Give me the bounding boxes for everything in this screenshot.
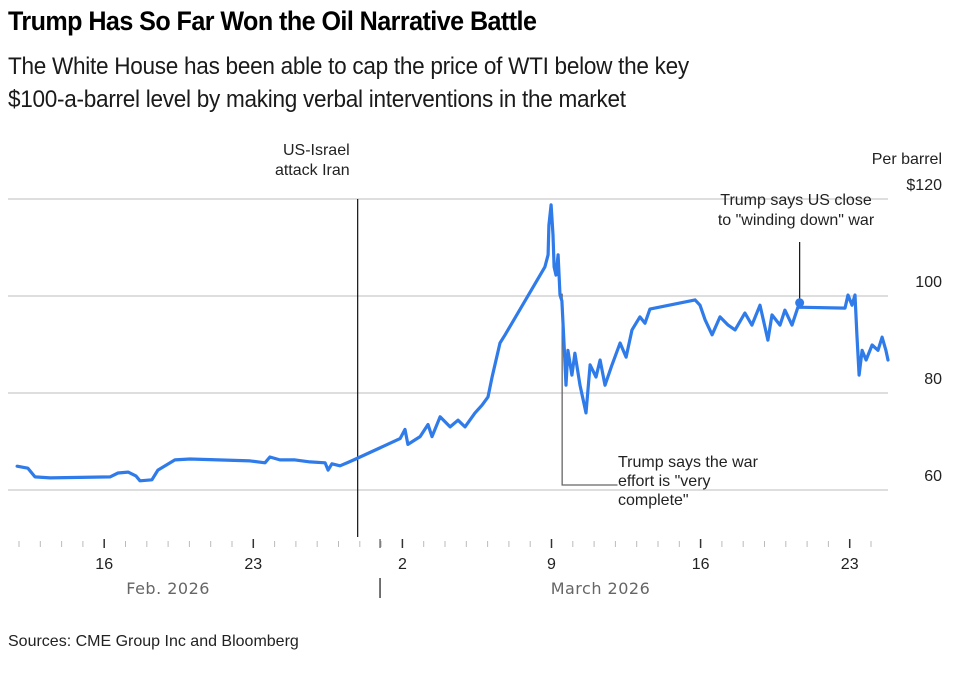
markers	[795, 298, 805, 308]
war-complete-label: effort is "very	[618, 473, 711, 490]
iran-attack-label: attack Iran	[275, 162, 350, 179]
x-tick-label: 2	[398, 556, 407, 573]
war-complete-label: Trump says the war	[618, 454, 759, 471]
iran-attack-label: US-Israel	[283, 142, 350, 159]
gridlines	[8, 198, 888, 491]
x-axis-ticks	[18, 539, 872, 598]
month-label: Feb. 2026	[126, 579, 210, 598]
y-tick-label: 80	[924, 371, 942, 388]
x-tick-label: 16	[95, 556, 113, 573]
source-note: Sources: CME Group Inc and Bloomberg	[8, 633, 299, 650]
x-tick-label: 9	[547, 556, 556, 573]
annotations: US-Israel attack Iran Trump says the war ef…	[275, 142, 875, 537]
winding-down-marker	[795, 298, 805, 308]
x-axis-labels: 16 23 2 9 16 23	[95, 556, 858, 573]
wti-price-line	[15, 203, 890, 483]
month-labels: Feb. 2026 March 2026	[126, 579, 650, 598]
winding-down-label: to "winding down" war	[718, 212, 875, 229]
y-axis-labels: $120 100 80 60	[906, 177, 942, 485]
y-tick-label: 100	[915, 274, 942, 291]
subtitle-line-1: The White House has been able to cap the…	[8, 53, 689, 80]
month-label: March 2026	[551, 579, 651, 598]
war-complete-label: complete"	[618, 492, 689, 509]
chart-title: Trump Has So Far Won the Oil Narrative B…	[8, 6, 537, 36]
subtitle-line-2: $100-a-barrel level by making verbal int…	[8, 86, 626, 113]
series-group	[15, 203, 890, 483]
y-tick-label: $120	[906, 177, 942, 194]
war-complete-leader-line	[561, 293, 618, 486]
y-axis-unit-label: Per barrel	[872, 151, 942, 168]
x-tick-label: 16	[692, 556, 710, 573]
y-tick-label: 60	[924, 468, 942, 485]
winding-down-label: Trump says US close	[720, 192, 872, 209]
x-tick-label: 23	[841, 556, 859, 573]
chart-subtitle: The White House has been able to cap the…	[8, 50, 689, 116]
x-tick-label: 23	[244, 556, 262, 573]
